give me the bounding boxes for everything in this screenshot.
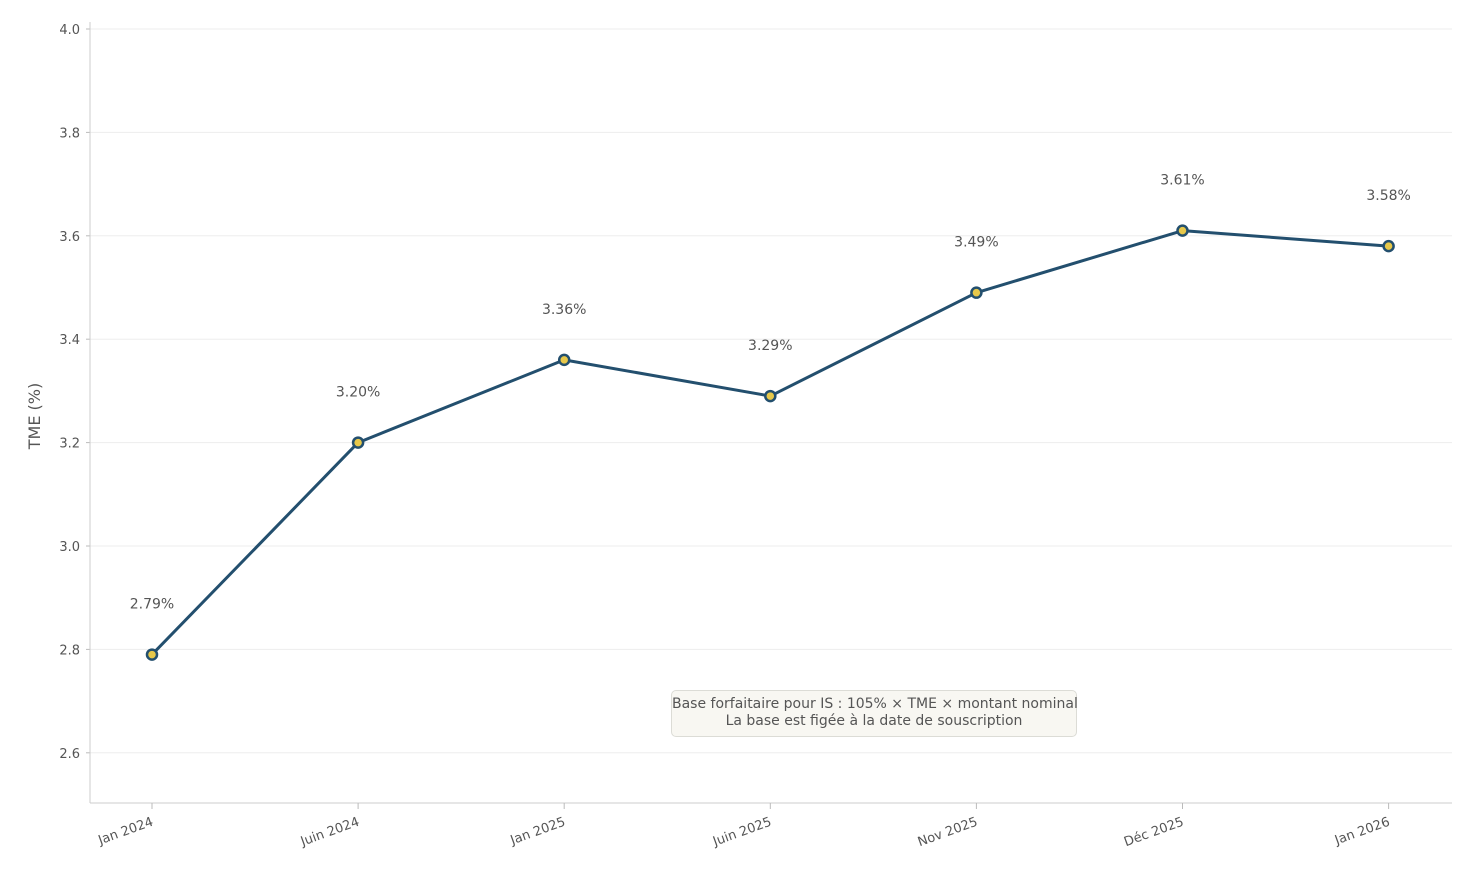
x-tick-label: Nov 2025 bbox=[916, 815, 980, 851]
series-layer bbox=[145, 224, 1395, 661]
y-tick-label: 3.0 bbox=[59, 540, 80, 555]
y-tick-label: 3.8 bbox=[59, 126, 80, 141]
x-tick-label: Jan 2026 bbox=[1332, 815, 1392, 849]
label-layer: 2.79% 3.20% 3.36% 3.29% 3.49% 3.61% 3.58% bbox=[130, 173, 1411, 613]
x-tick-label: Jan 2025 bbox=[508, 815, 568, 849]
data-point bbox=[557, 353, 571, 367]
y-tick-label: 2.6 bbox=[59, 747, 80, 762]
y-tick-label: 3.2 bbox=[59, 437, 80, 452]
data-point bbox=[970, 286, 983, 299]
data-label: 2.79% bbox=[130, 597, 174, 613]
annotation-line-2: La base est figée à la date de souscript… bbox=[725, 713, 1023, 729]
x-tick-label: Juin 2024 bbox=[298, 815, 362, 850]
y-tick-label: 4.0 bbox=[59, 23, 80, 38]
data-label: 3.61% bbox=[1160, 173, 1204, 189]
data-label: 3.29% bbox=[748, 338, 792, 354]
data-point bbox=[351, 436, 365, 449]
data-label: 3.20% bbox=[336, 385, 380, 401]
grid-layer bbox=[90, 28, 1452, 754]
annotation-line-1: Base forfaitaire pour IS : 105% × TME × … bbox=[672, 696, 1078, 712]
data-label: 3.49% bbox=[954, 235, 998, 251]
annotation-box: Base forfaitaire pour IS : 105% × TME × … bbox=[671, 690, 1078, 737]
x-tick-label: Jan 2024 bbox=[95, 815, 155, 849]
data-point bbox=[1176, 224, 1189, 237]
data-label: 3.58% bbox=[1366, 188, 1410, 204]
data-point bbox=[1382, 239, 1395, 253]
data-point bbox=[145, 648, 159, 661]
x-tick-label: Juin 2025 bbox=[710, 815, 774, 850]
y-tick-label: 2.8 bbox=[59, 643, 80, 658]
x-tick-label: Déc 2025 bbox=[1122, 815, 1186, 850]
data-label: 3.36% bbox=[542, 302, 586, 318]
y-tick-label: 3.6 bbox=[59, 230, 80, 245]
y-tick-label: 3.4 bbox=[59, 333, 80, 348]
data-point bbox=[764, 389, 777, 403]
y-axis-label: TME (%) bbox=[25, 383, 44, 450]
